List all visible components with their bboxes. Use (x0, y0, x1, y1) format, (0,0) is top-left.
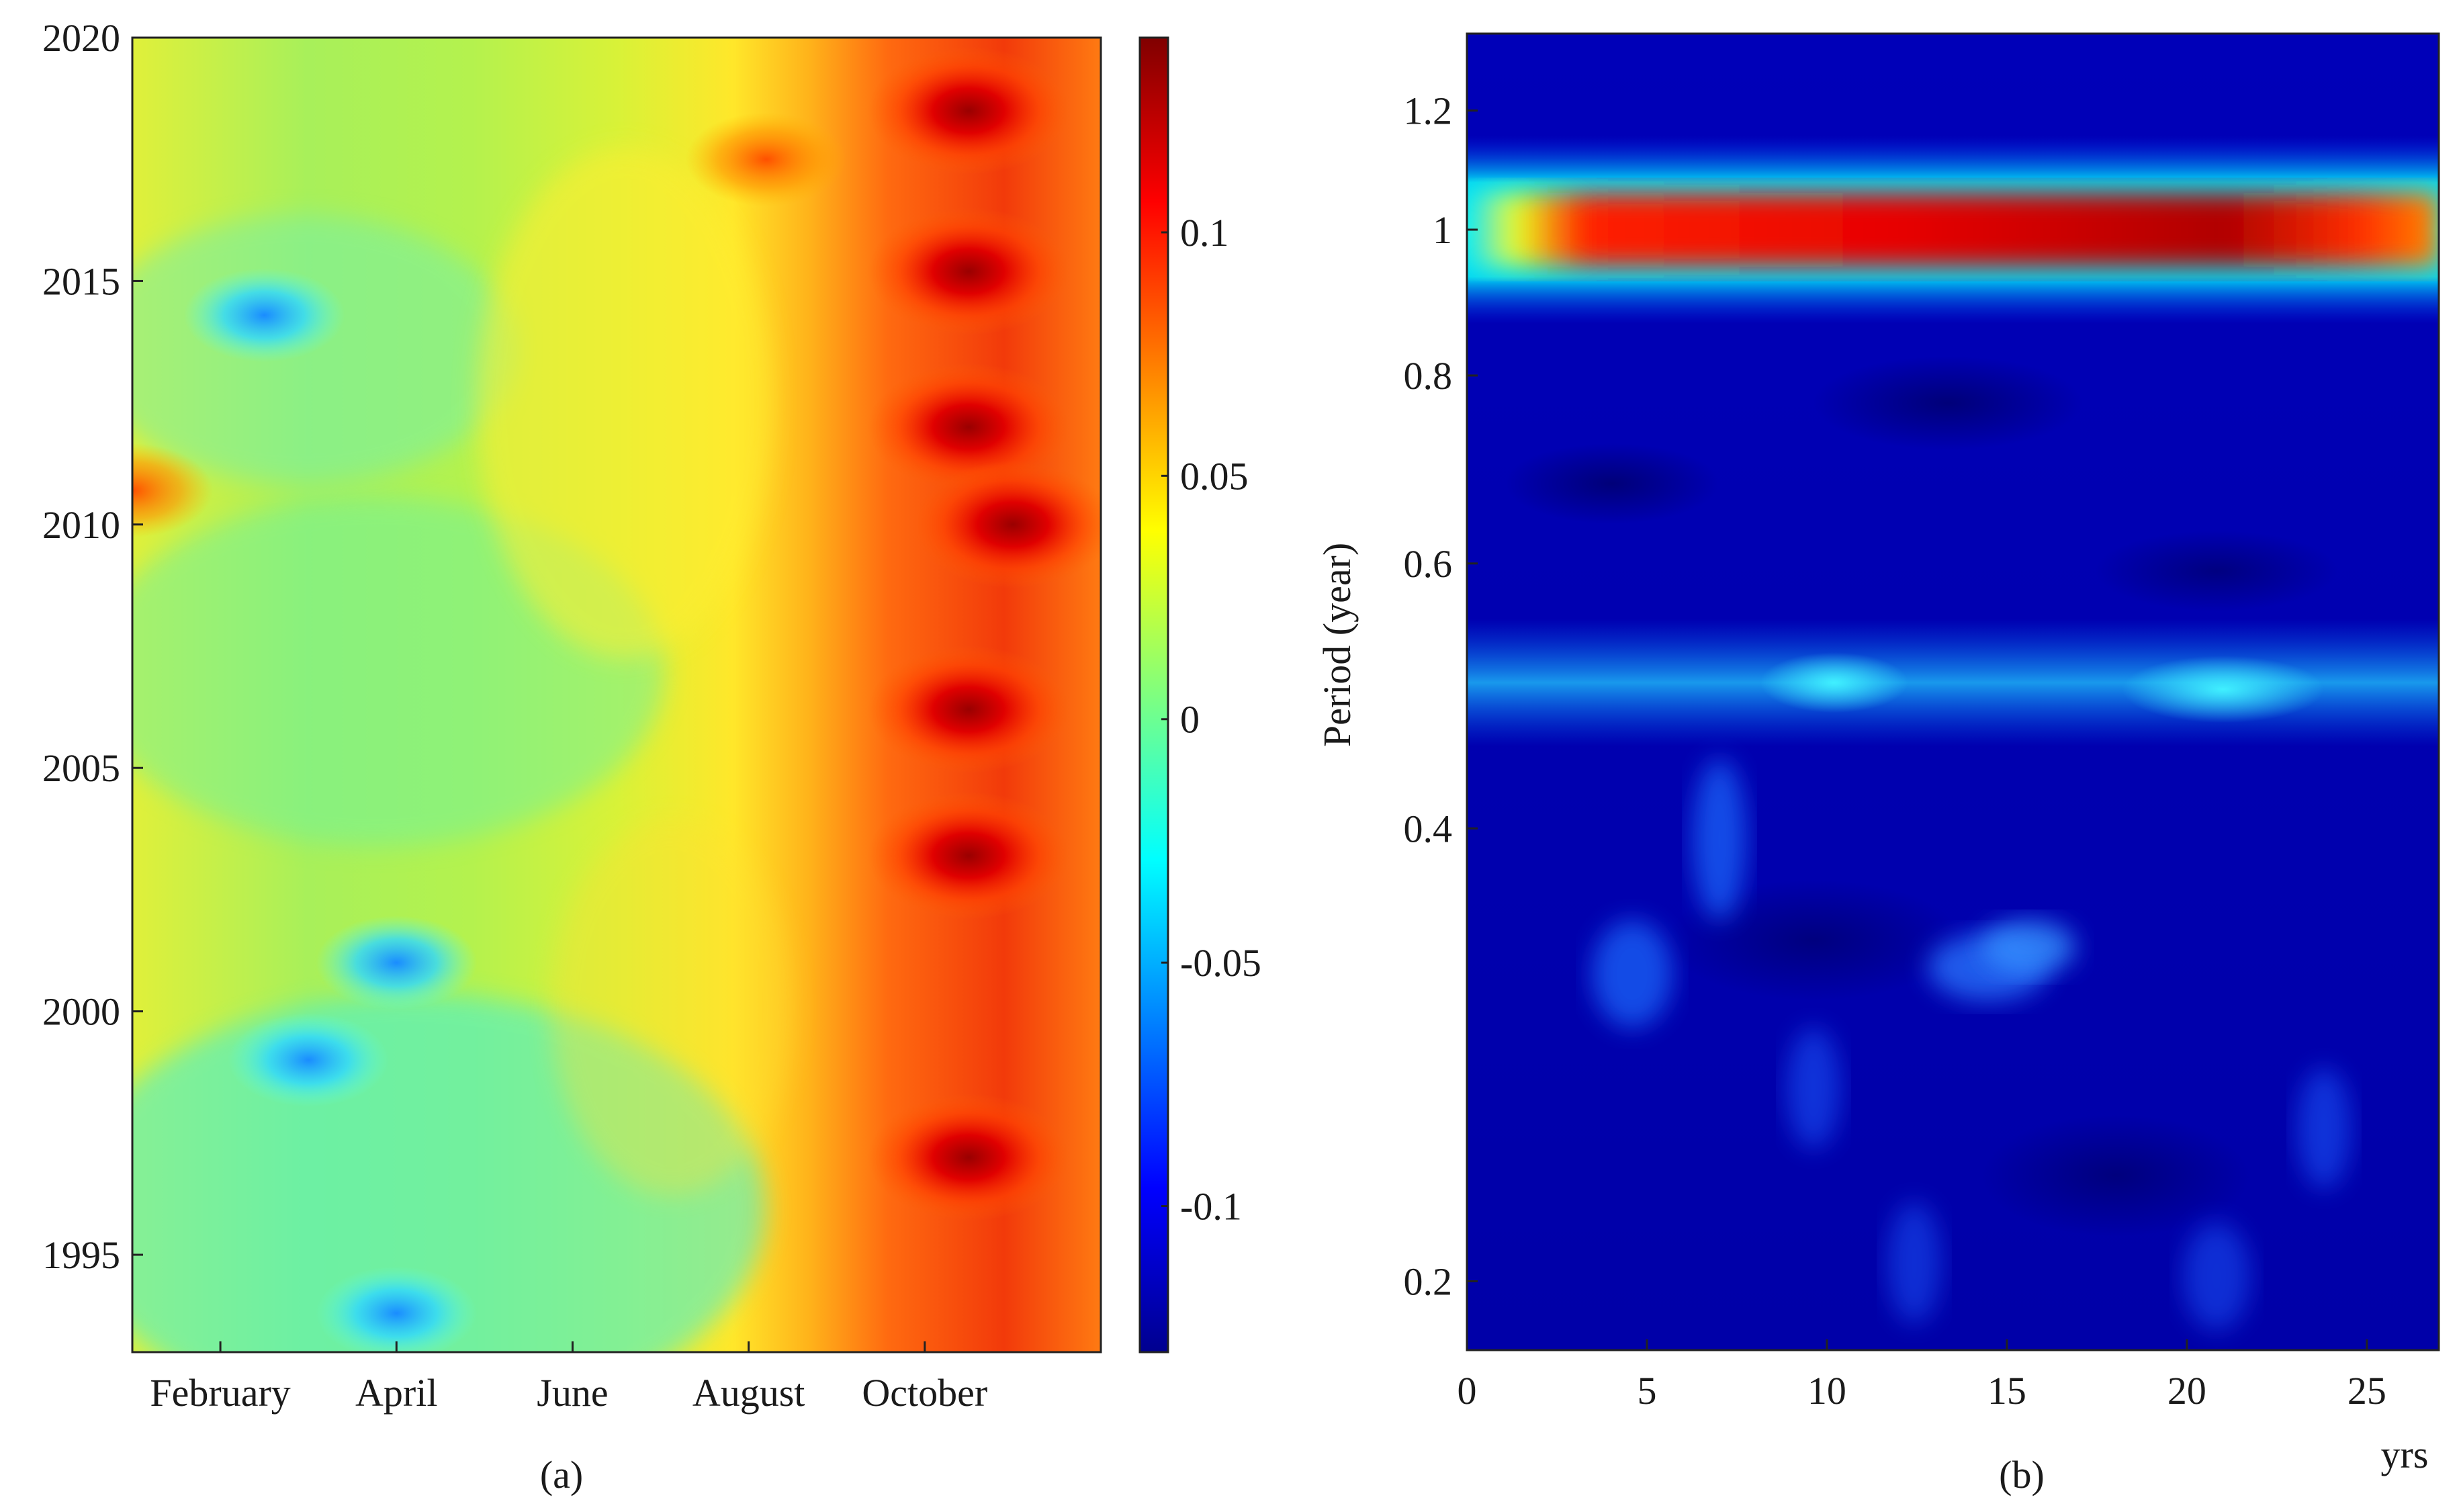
x-tick-label-a: October (862, 1371, 987, 1415)
x-tick-label-a: June (537, 1371, 608, 1415)
heatmap-b-light-patch (1981, 920, 2075, 974)
heatmap-b-annual-band (1467, 192, 2439, 267)
y-tick-label-b: 1.2 (1404, 89, 1453, 133)
y-tick-label-a: 2000 (42, 990, 120, 1034)
x-tick-label-b: 20 (2167, 1369, 2206, 1413)
heatmap-a-hotspot (868, 791, 1070, 920)
panel-a-heatmap: February April June August October 1995 2000 20… (42, 16, 1102, 1497)
y-tick-label-a: 2005 (42, 746, 120, 790)
heatmap-a-hotspot (316, 916, 478, 1010)
y-tick-label-b: 0.2 (1404, 1260, 1453, 1304)
heatmap-b-light-patch (1592, 920, 1672, 1028)
y-tick-label-b: 1 (1433, 208, 1452, 252)
heatmap-a-hotspot (316, 1266, 478, 1352)
panel-b-label: (b) (1999, 1453, 2045, 1497)
panel-b-wavelet: 0 5 10 15 20 25 0.2 0.4 0.6 0.8 1 1.2 Period (year)… (1315, 32, 2440, 1497)
panel-a-label: (a) (540, 1453, 583, 1497)
heatmap-a-hotspot (868, 646, 1070, 774)
heatmap-a-hotspot (132, 443, 213, 538)
y-tick-label-a: 2020 (42, 16, 120, 60)
heatmap-a-hotspot (868, 1094, 1070, 1222)
x-axis-unit-label: yrs (2381, 1433, 2429, 1476)
heatmap-a-hotspot (868, 207, 1070, 335)
heatmap-a-hotspot (183, 268, 345, 363)
x-tick-label-b: 0 (1458, 1369, 1477, 1413)
y-tick-label-a: 1995 (42, 1233, 120, 1277)
colorbar-tick-label: 0 (1180, 698, 1200, 742)
y-tick-label-b: 0.8 (1404, 354, 1453, 398)
heatmap-b-semiannual-peak (2122, 656, 2324, 723)
y-tick-label-b: 0.6 (1404, 542, 1453, 586)
heatmap-b-semiannual-peak (1760, 652, 1908, 713)
colorbar-gradient (1138, 36, 1169, 1353)
heatmap-b-dark-blotch (1666, 880, 1961, 1001)
heatmap-a-warm-region (477, 148, 772, 658)
heatmap-b-light-patch (2183, 1222, 2250, 1330)
heatmap-b-dark-blotch (1981, 1115, 2250, 1236)
x-tick-label-a: August (692, 1371, 805, 1415)
colorbar-tick-label: -0.1 (1180, 1185, 1242, 1229)
heatmap-a-warm-region (551, 819, 793, 1196)
y-tick-label-b: 0.4 (1404, 807, 1453, 850)
y-axis-label-b: Period (year) (1315, 543, 1359, 747)
colorbar: -0.1 -0.05 0 0.05 0.1 (1138, 36, 1261, 1353)
axes-b-frame (1466, 32, 2440, 1351)
heatmap-b-dark-blotch (2096, 531, 2337, 611)
heatmap-b-dark-blotch (1505, 443, 1719, 524)
y-tick-label-a: 2010 (42, 503, 120, 547)
heatmap-b-light-patch (1787, 1028, 1840, 1149)
heatmap-b-light-patch (1887, 1202, 1941, 1323)
x-tick-label-b: 10 (1807, 1369, 1846, 1413)
colorbar-tick-label: 0.1 (1180, 211, 1229, 255)
x-tick-label-b: 25 (2347, 1369, 2386, 1413)
heatmap-b-dark-blotch (1814, 356, 2082, 450)
heatmap-a-hotspot (868, 46, 1070, 175)
heatmap-b-light-patch (2297, 1068, 2351, 1189)
colorbar-tick-label: 0.05 (1180, 454, 1249, 498)
x-tick-label-b: 15 (1987, 1369, 2026, 1413)
x-tick-label-a: April (355, 1371, 437, 1415)
heatmap-a-hotspot (911, 460, 1101, 588)
y-tick-label-a: 2015 (42, 259, 120, 303)
heatmap-b-light-patch (1693, 759, 1746, 920)
x-tick-label-b: 5 (1637, 1369, 1656, 1413)
axes-a-frame (131, 36, 1102, 1353)
heatmap-a-hotspot (868, 363, 1070, 491)
heatmap-a-hotspot (228, 1013, 390, 1108)
heatmap-a-hotspot (685, 112, 847, 207)
x-tick-label-a: February (150, 1371, 290, 1415)
colorbar-tick-label: -0.05 (1180, 941, 1261, 985)
